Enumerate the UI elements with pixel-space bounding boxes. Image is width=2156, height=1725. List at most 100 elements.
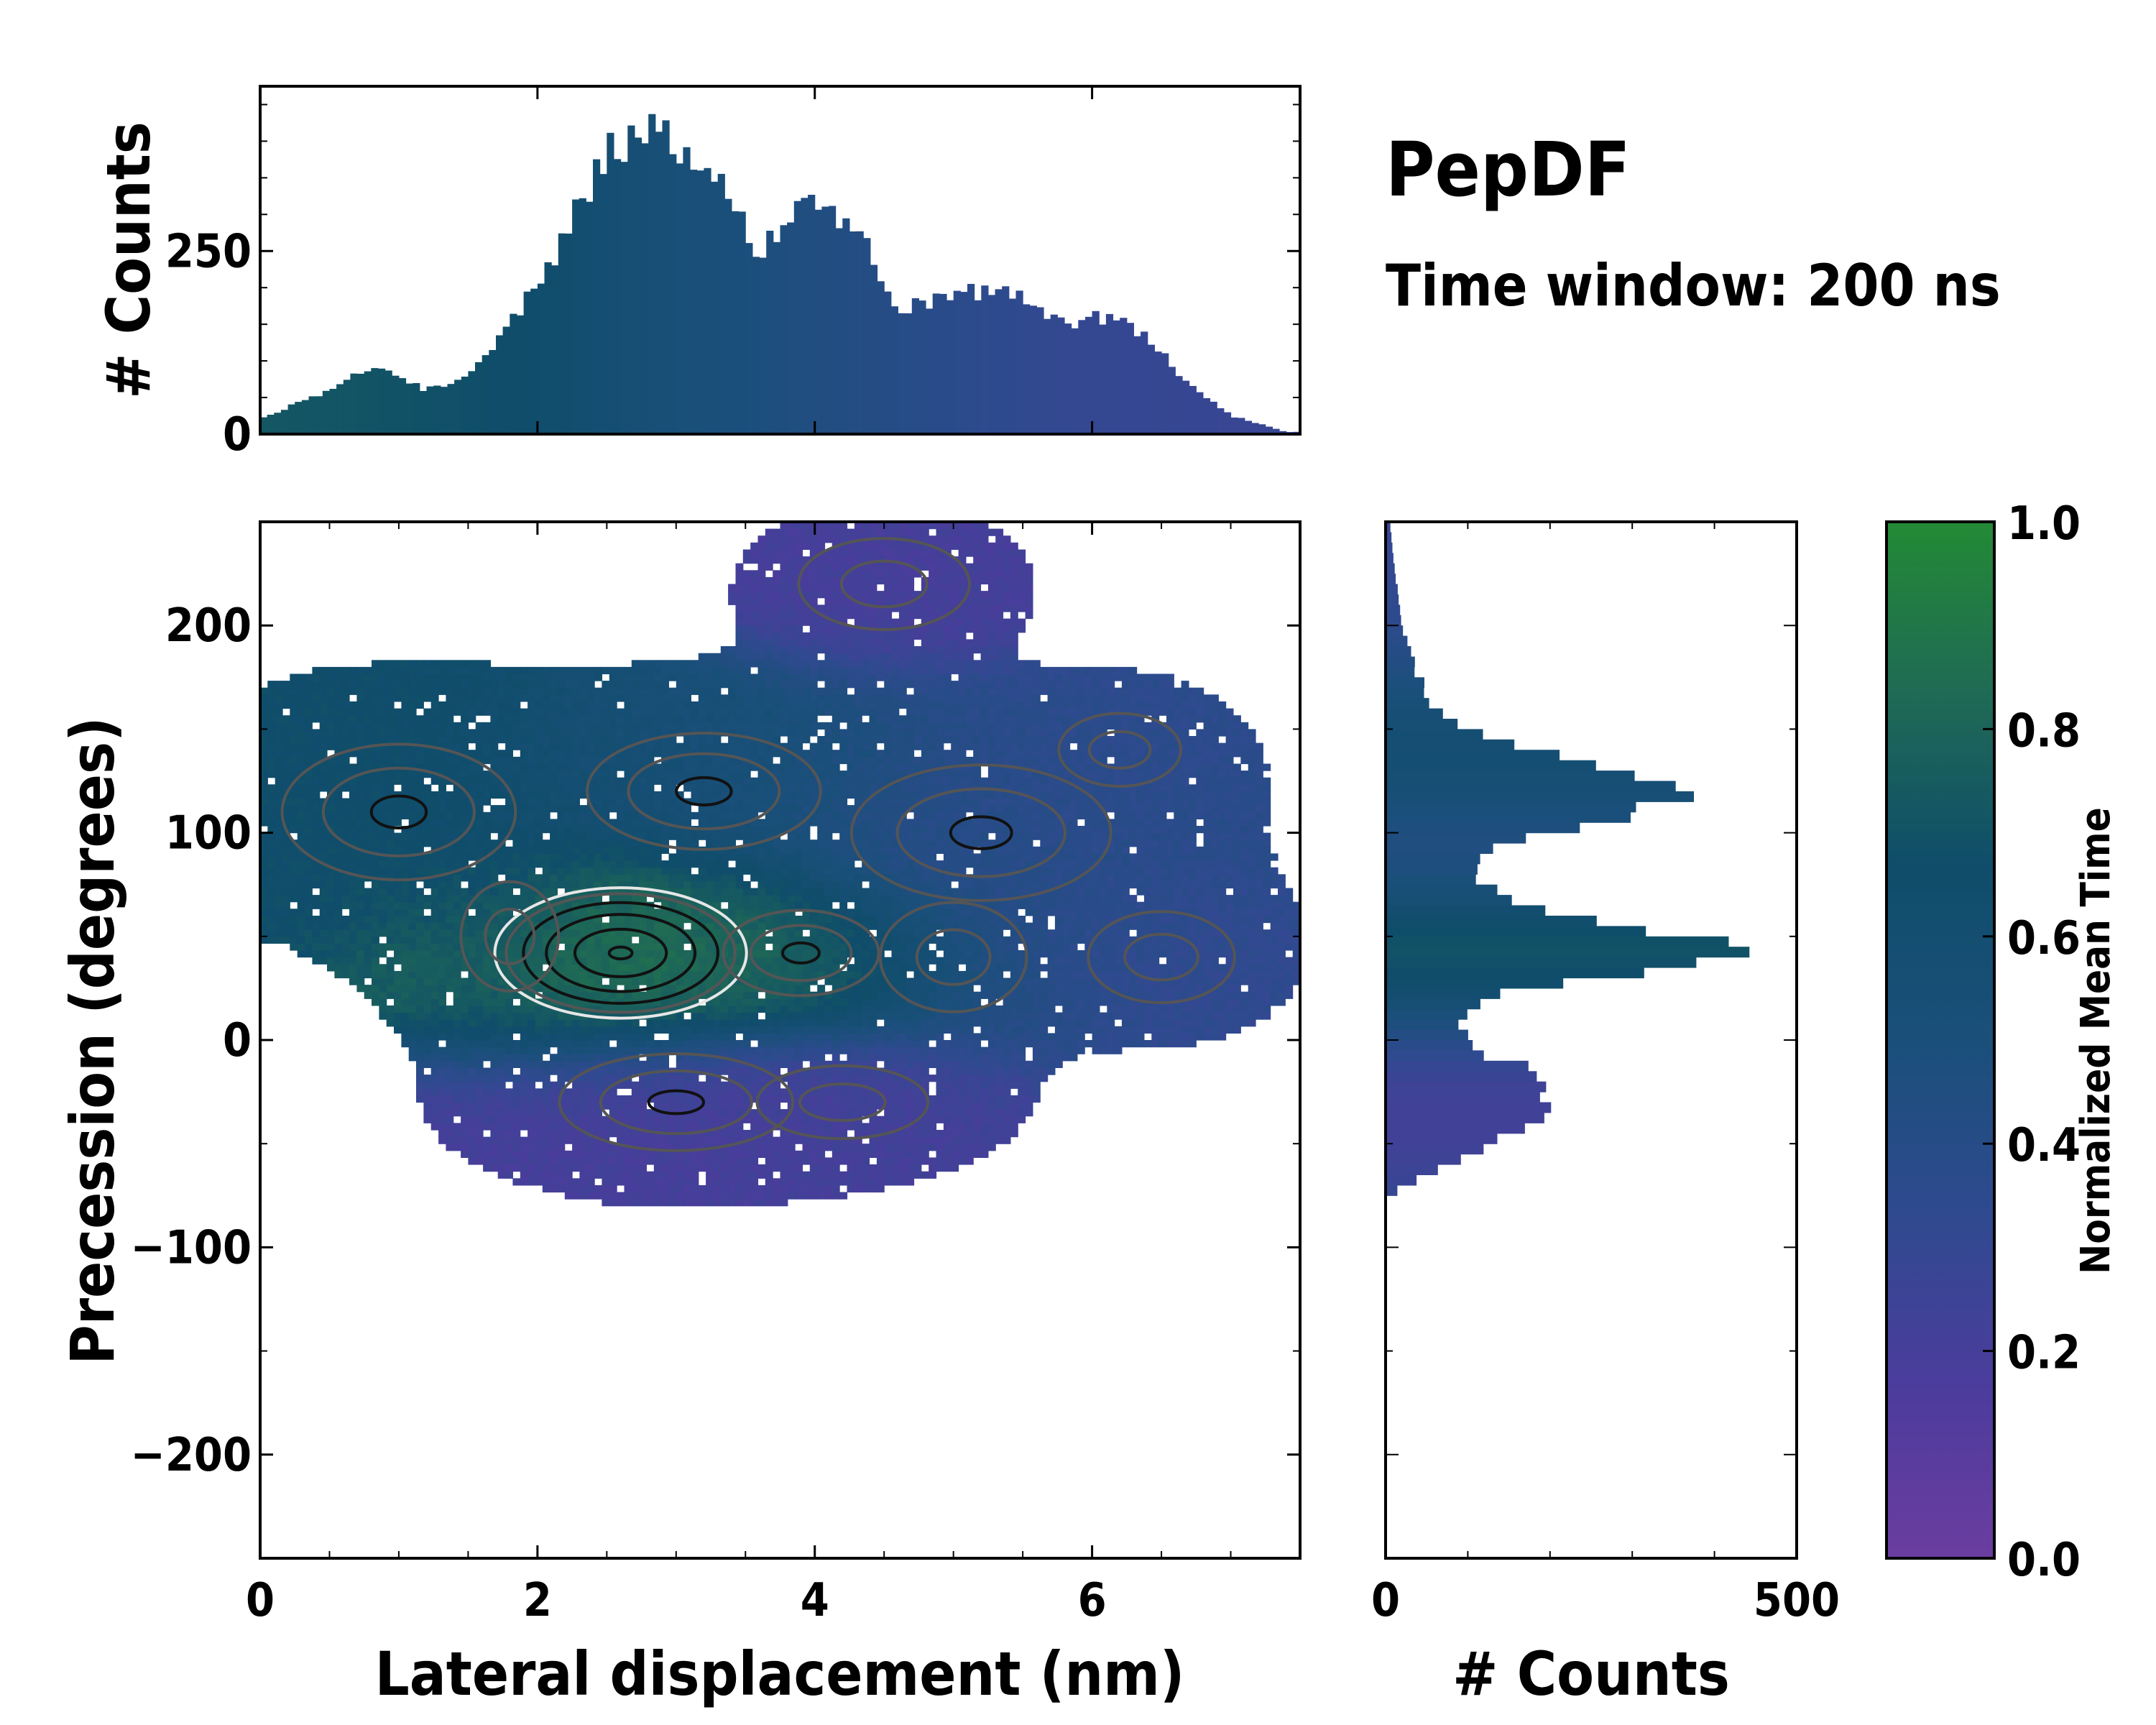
heatmap-cell	[528, 1054, 535, 1062]
heatmap-cell	[624, 1130, 632, 1138]
heatmap-cell	[327, 722, 335, 730]
heatmap-cell	[282, 916, 290, 924]
heatmap-cell	[624, 846, 632, 854]
heatmap-cell	[742, 916, 751, 924]
heatmap-cell	[742, 604, 751, 612]
heatmap-cell	[691, 708, 699, 716]
heatmap-cell	[728, 736, 736, 744]
heatmap-cell	[757, 950, 766, 958]
heatmap-cell	[535, 673, 543, 681]
heatmap-cell	[572, 1081, 580, 1089]
heatmap-cell	[713, 805, 722, 813]
heatmap-cell	[327, 936, 335, 944]
heatmap-cell	[617, 936, 625, 944]
heatmap-cell	[735, 1005, 744, 1013]
heatmap-cell	[668, 708, 677, 716]
heatmap-cell	[646, 853, 655, 861]
heatmap-cell	[757, 1102, 766, 1110]
heatmap-cell	[461, 673, 469, 681]
heatmap-cell	[446, 1040, 454, 1048]
heatmap-cell	[490, 1095, 499, 1103]
heatmap-cell	[430, 895, 439, 903]
heatmap-cell	[795, 901, 803, 909]
heatmap-cell	[706, 1040, 714, 1048]
heatmap-cell	[728, 597, 736, 605]
heatmap-cell	[260, 722, 268, 730]
heatmap-cell	[416, 832, 424, 840]
heatmap-cell	[653, 694, 662, 702]
heatmap-cell	[341, 957, 350, 965]
heatmap-cell	[698, 1033, 706, 1041]
heatmap-cell	[550, 1171, 558, 1179]
heatmap-cell	[557, 936, 566, 944]
heatmap-cell	[356, 805, 365, 813]
heatmap-cell	[773, 964, 781, 972]
heatmap-cell	[334, 791, 343, 799]
heatmap-cell	[327, 742, 335, 750]
heatmap-cell	[646, 1033, 655, 1041]
heatmap-cell	[735, 742, 744, 750]
heatmap-cell	[528, 1150, 535, 1158]
heatmap-cell	[780, 1178, 788, 1186]
heatmap-cell	[401, 708, 410, 716]
heatmap-cell	[579, 874, 588, 882]
heatmap-cell	[453, 860, 461, 868]
heatmap-cell	[706, 791, 714, 799]
heatmap-cell	[260, 916, 268, 924]
heatmap-cell	[795, 708, 803, 716]
heatmap-cell	[765, 528, 773, 536]
heatmap-cell	[468, 1144, 476, 1151]
heatmap-cell	[698, 1109, 706, 1117]
heatmap-cell	[475, 660, 484, 668]
heatmap-cell	[416, 1026, 424, 1034]
heatmap-cell	[379, 1005, 387, 1013]
heatmap-cell	[795, 715, 803, 723]
heatmap-cell	[780, 1033, 788, 1041]
heatmap-cell	[468, 867, 476, 875]
heatmap-cell	[706, 895, 714, 903]
heatmap-cell	[765, 901, 773, 909]
heatmap-cell	[542, 929, 550, 937]
heatmap-cell	[639, 1095, 647, 1103]
heatmap-cell	[676, 922, 684, 930]
heatmap-cell	[379, 929, 387, 937]
heatmap-cell	[438, 832, 446, 840]
heatmap-cell	[787, 1192, 796, 1200]
heatmap-cell	[423, 936, 432, 944]
heatmap-cell	[260, 832, 268, 840]
heatmap-cell	[564, 880, 573, 889]
heatmap-cell	[765, 632, 773, 640]
heatmap-cell	[728, 1123, 736, 1131]
heatmap-cell	[423, 1026, 432, 1034]
heatmap-cell	[795, 916, 803, 924]
heatmap-cell	[720, 853, 729, 861]
heatmap-cell	[609, 1054, 617, 1062]
heatmap-cell	[691, 985, 699, 993]
heatmap-cell	[795, 1026, 803, 1034]
heatmap-cell	[713, 681, 722, 689]
heatmap-cell	[631, 681, 640, 689]
heatmap-cell	[676, 880, 684, 889]
heatmap-cell	[483, 895, 491, 903]
heatmap-cell	[795, 563, 803, 571]
heatmap-cell	[364, 888, 372, 896]
heatmap-cell	[653, 895, 662, 903]
heatmap-cell	[602, 908, 610, 916]
heatmap-cell	[780, 874, 788, 882]
heatmap-cell	[483, 832, 491, 840]
heatmap-cell	[490, 673, 499, 681]
heatmap-cell	[372, 867, 379, 875]
heatmap-cell	[438, 791, 446, 799]
heatmap-cell	[594, 1171, 602, 1179]
heatmap-cell	[757, 1026, 766, 1034]
heatmap-cell	[742, 729, 751, 737]
heatmap-cell	[586, 791, 595, 799]
heatmap-cell	[735, 978, 744, 985]
heatmap-cell	[631, 729, 640, 737]
heatmap-cell	[364, 687, 372, 695]
heatmap-cell	[535, 1054, 543, 1062]
heatmap-cell	[512, 991, 521, 999]
heatmap-cell	[386, 978, 395, 985]
heatmap-cell	[461, 708, 469, 716]
heatmap-cell	[416, 784, 424, 792]
